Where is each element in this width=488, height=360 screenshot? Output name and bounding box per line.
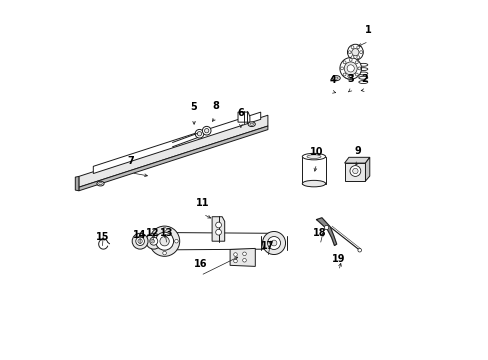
Circle shape [350,56,353,59]
Polygon shape [230,248,255,266]
Polygon shape [365,157,369,181]
Ellipse shape [99,183,102,185]
Text: 2: 2 [361,73,368,84]
Ellipse shape [358,72,367,75]
Text: 5: 5 [190,102,197,112]
Circle shape [262,231,285,255]
Circle shape [136,237,144,246]
Text: 12: 12 [145,228,159,238]
Circle shape [195,130,203,138]
Circle shape [132,233,148,249]
Ellipse shape [344,73,354,79]
Text: 8: 8 [212,100,219,111]
Circle shape [270,240,276,246]
Ellipse shape [334,77,337,79]
Circle shape [149,237,158,245]
FancyBboxPatch shape [344,163,365,181]
Circle shape [151,239,154,243]
Ellipse shape [302,153,325,160]
Circle shape [359,51,362,54]
Ellipse shape [358,68,367,71]
Circle shape [138,239,142,243]
Circle shape [347,51,350,54]
Circle shape [242,252,246,256]
Polygon shape [167,233,269,250]
Text: 1: 1 [365,25,371,35]
Circle shape [340,67,343,70]
Circle shape [356,46,359,49]
Circle shape [202,126,211,135]
Polygon shape [212,217,224,241]
Circle shape [351,49,358,56]
Circle shape [233,259,237,263]
Circle shape [267,237,280,249]
Circle shape [215,222,221,228]
Ellipse shape [358,63,367,66]
Circle shape [356,56,359,59]
Text: 16: 16 [193,259,207,269]
Circle shape [242,258,246,262]
Circle shape [204,129,208,133]
Circle shape [348,76,351,78]
Polygon shape [93,112,260,174]
Text: 7: 7 [127,156,134,166]
Ellipse shape [306,155,320,158]
Ellipse shape [302,180,325,187]
Polygon shape [316,218,336,246]
Polygon shape [302,157,325,184]
Ellipse shape [332,76,340,81]
Text: 6: 6 [237,108,244,118]
Circle shape [215,229,221,235]
Polygon shape [238,112,249,122]
Circle shape [339,58,361,79]
Text: 9: 9 [354,145,361,156]
Text: 15: 15 [95,232,109,242]
Circle shape [355,61,358,64]
Circle shape [347,44,363,60]
Circle shape [233,253,237,256]
Circle shape [357,67,360,70]
Circle shape [355,73,358,76]
Polygon shape [79,115,267,187]
Circle shape [160,237,169,246]
Text: 14: 14 [133,230,146,240]
Text: 4: 4 [328,75,335,85]
Circle shape [197,132,201,136]
Text: 3: 3 [346,73,353,84]
Text: 13: 13 [160,228,174,238]
Text: 11: 11 [196,198,209,208]
Polygon shape [75,176,79,191]
Circle shape [174,239,178,243]
Circle shape [163,251,166,255]
Text: 10: 10 [309,147,323,157]
Ellipse shape [249,123,253,125]
Text: 18: 18 [313,228,326,238]
Circle shape [343,61,346,64]
Circle shape [344,62,356,75]
Ellipse shape [347,75,351,77]
Circle shape [343,73,346,76]
Circle shape [163,228,166,231]
Circle shape [145,233,162,249]
Ellipse shape [358,81,367,84]
Ellipse shape [349,166,360,176]
Circle shape [149,226,179,256]
Text: 19: 19 [331,254,345,264]
Polygon shape [344,157,369,163]
Ellipse shape [358,76,367,79]
Circle shape [324,225,328,230]
Circle shape [348,58,351,61]
Circle shape [350,46,353,49]
Ellipse shape [352,168,357,174]
Circle shape [357,248,361,252]
Ellipse shape [164,233,169,249]
Text: 17: 17 [261,241,274,251]
Circle shape [346,65,354,72]
Polygon shape [79,126,267,191]
Ellipse shape [247,122,255,126]
Ellipse shape [97,181,104,186]
Circle shape [155,232,173,250]
